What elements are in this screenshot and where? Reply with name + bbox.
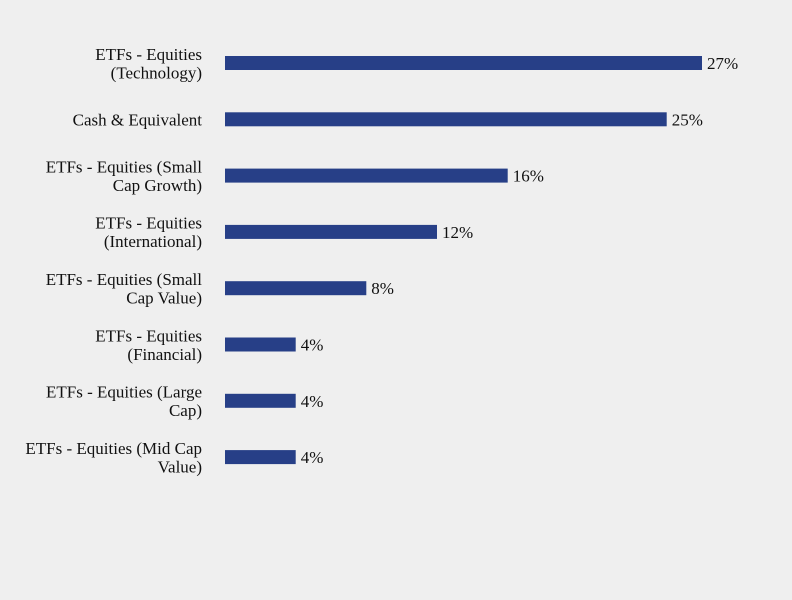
value-label: 25% bbox=[672, 110, 703, 129]
value-label: 8% bbox=[371, 279, 394, 298]
value-labels-group: 27% 25% 16% 12% 8% 4% 4% 4% bbox=[301, 54, 738, 467]
category-label: ETFs - Equities (Mid Cap bbox=[25, 439, 202, 458]
category-label: ETFs - Equities (Small bbox=[46, 270, 203, 289]
value-label: 4% bbox=[301, 448, 324, 467]
bar bbox=[225, 168, 508, 183]
bar bbox=[225, 224, 437, 239]
bar bbox=[225, 337, 296, 352]
category-labels-group: ETFs - Equities(Technology)Cash & Equiva… bbox=[25, 45, 203, 476]
category-label: ETFs - Equities (Small bbox=[46, 157, 203, 176]
bar bbox=[225, 56, 702, 70]
category-label: (Financial) bbox=[127, 345, 202, 364]
category-label: Cap Growth) bbox=[113, 176, 202, 195]
category-label: Value) bbox=[158, 457, 202, 476]
category-label: Cash & Equivalent bbox=[73, 110, 203, 129]
value-label: 4% bbox=[301, 336, 324, 355]
bar bbox=[225, 393, 296, 408]
category-label: ETFs - Equities bbox=[95, 45, 202, 64]
category-label: Cap) bbox=[169, 401, 202, 420]
value-label: 16% bbox=[513, 167, 544, 186]
category-label: ETFs - Equities bbox=[95, 326, 202, 345]
category-label: (Technology) bbox=[111, 63, 202, 82]
value-label: 4% bbox=[301, 392, 324, 411]
category-label: (International) bbox=[104, 232, 202, 251]
bar bbox=[225, 112, 667, 127]
category-label: ETFs - Equities (Large bbox=[46, 383, 202, 402]
bar bbox=[225, 281, 367, 296]
category-label: Cap Value) bbox=[126, 288, 202, 307]
bars-group bbox=[225, 56, 702, 465]
value-label: 27% bbox=[707, 54, 738, 73]
value-label: 12% bbox=[442, 223, 473, 242]
category-label: ETFs - Equities bbox=[95, 214, 202, 233]
bar bbox=[225, 450, 296, 465]
